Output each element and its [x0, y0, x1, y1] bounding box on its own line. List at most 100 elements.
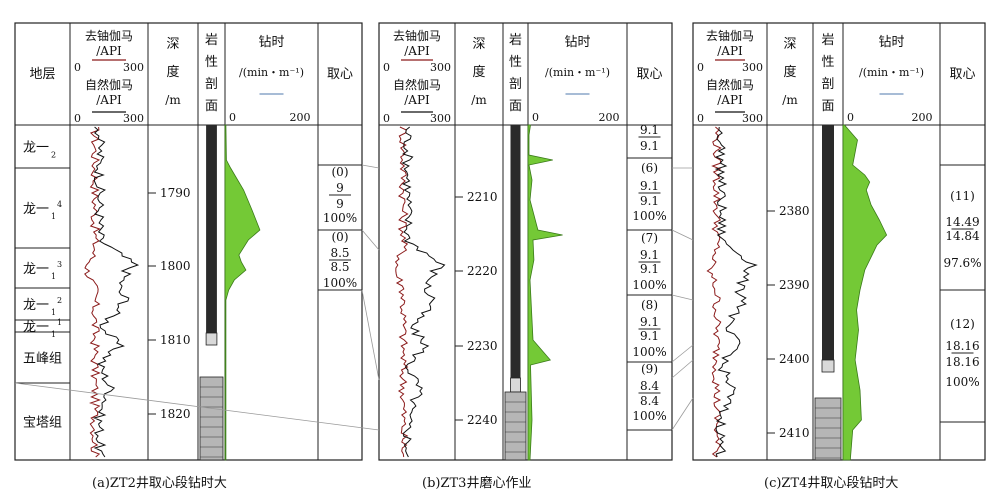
stratum-label: 宝塔组: [23, 416, 62, 431]
depth-header: 度: [472, 64, 485, 80]
core-interval-label: 14.49: [945, 215, 979, 229]
gamma-top-scale-max: 300: [742, 61, 763, 74]
gamma-top-scale-min: 0: [383, 61, 390, 74]
lithology-header: 面: [821, 99, 834, 114]
uranium-free-gamma-title: 去铀伽马: [393, 28, 441, 43]
stratum-correlation: [14, 382, 380, 431]
strata-header: 地层: [29, 67, 55, 82]
depth-tick-label: 2220: [467, 264, 498, 278]
lithology-header: 性: [509, 55, 522, 70]
depth-tick-label: 2210: [467, 190, 498, 204]
lithology-header: 性: [821, 55, 834, 70]
core-interval-label: 9.1: [640, 194, 659, 208]
natural-gamma-curve: [714, 126, 758, 458]
core-interval-label: 9.1: [640, 262, 659, 276]
uranium-free-gamma-unit: /API: [404, 44, 430, 58]
core-interval-label: (0): [332, 230, 349, 244]
stratum-label-sub: 1: [51, 330, 56, 339]
core-interval-label: 100%: [632, 278, 666, 292]
core-interval-label: 100%: [323, 276, 357, 290]
drill-scale-max: 200: [290, 111, 311, 124]
lithology-header: 面: [509, 99, 522, 114]
core-interval-label: 9.1: [640, 329, 659, 343]
natural-gamma-unit: /API: [96, 93, 122, 107]
core-interval-label: 8.5: [330, 260, 349, 274]
core-boundary-correlation: [671, 359, 694, 379]
core-interval-label: 9.1: [640, 248, 659, 262]
caption-zt4: (c)ZT4井取心段钻时大: [764, 476, 899, 491]
uranium-free-gamma-curve: [706, 126, 722, 458]
core-header: 取心: [327, 67, 353, 82]
core-boundary-correlation: [671, 229, 694, 241]
core-boundary-correlation: [671, 344, 694, 363]
lithology-limestone: [814, 397, 842, 461]
depth-header: 深: [166, 37, 179, 52]
core-interval-label: 9.1: [640, 139, 659, 153]
gamma-bottom-scale-min: 0: [74, 112, 81, 125]
core-interval-label: (7): [641, 231, 658, 245]
stratum-label: 龙一 4 1: [23, 200, 62, 221]
stratum-label: 龙一 2: [23, 141, 56, 160]
lithology-header: 岩: [821, 33, 834, 48]
core-interval-label: (6): [641, 161, 658, 175]
stratum-label-sub: 1: [51, 308, 56, 317]
core-interval-box: [626, 361, 673, 431]
lithology-header: 岩: [509, 33, 522, 48]
core-interval-box: [317, 229, 363, 291]
lithology-header: 剖: [821, 77, 834, 92]
depth-tick-label: 2410: [779, 426, 810, 440]
core-interval-label: 18.16: [945, 339, 979, 353]
depth-tick-label: 1810: [160, 333, 191, 347]
stratum-label-sub: 2: [51, 151, 56, 160]
natural-gamma-title: 自然伽马: [706, 77, 754, 92]
drill-scale-max: 200: [912, 111, 933, 124]
uranium-free-gamma-title: 去铀伽马: [706, 28, 754, 43]
gamma-top-scale-min: 0: [697, 61, 704, 74]
depth-tick-label: 2230: [467, 339, 498, 353]
lithology-header: 剖: [205, 77, 218, 92]
gamma-bottom-scale-min: 0: [383, 112, 390, 125]
stratum-label: 五峰组: [23, 352, 62, 367]
lithology-marl: [510, 377, 521, 393]
drill-time-header: 钻时: [564, 35, 590, 50]
depth-header: 度: [783, 64, 796, 80]
natural-gamma-curve: [401, 126, 446, 458]
core-interval-label: 100%: [632, 409, 666, 423]
drill-time-unit: /(min・m⁻¹): [859, 66, 924, 79]
core-interval-label: 97.6%: [943, 256, 981, 270]
depth-header: 深: [783, 37, 796, 52]
depth-tick-label: 1790: [160, 186, 191, 200]
stratum-label-sup: 4: [57, 200, 62, 209]
uranium-free-gamma-unit: /API: [717, 44, 743, 58]
drill-time-unit: /(min・m⁻¹): [239, 66, 304, 79]
stratum-label: 龙一 2 1: [23, 296, 62, 317]
gamma-bottom-scale-min: 0: [697, 112, 704, 125]
lithology-marl: [205, 332, 218, 346]
drill-time-area: [842, 124, 888, 461]
depth-tick-label: 1800: [160, 259, 191, 273]
drill-scale-min: 0: [532, 111, 539, 124]
core-interval-label: (11): [950, 189, 975, 203]
core-interval-label: 100%: [632, 209, 666, 223]
depth-tick-label: 1820: [160, 407, 191, 421]
drill-time-header: 钻时: [258, 35, 284, 50]
core-interval-label: 9.1: [640, 179, 659, 193]
uranium-free-gamma-title: 去铀伽马: [85, 28, 133, 43]
depth-tick-label: 2240: [467, 413, 498, 427]
drill-time-unit: /(min・m⁻¹): [545, 66, 610, 79]
core-boundary-correlation: [671, 294, 694, 301]
core-interval-label: (9): [641, 362, 658, 376]
core-boundary-correlation: [361, 289, 380, 381]
core-interval-box: [939, 289, 986, 423]
core-interval-label: 9: [336, 197, 344, 211]
gamma-top-scale-max: 300: [430, 61, 451, 74]
core-boundary-correlation: [361, 164, 380, 169]
depth-header: 深: [472, 37, 485, 52]
natural-gamma-unit: /API: [717, 93, 743, 107]
depth-tick-label: 2390: [779, 278, 810, 292]
natural-gamma-title: 自然伽马: [393, 77, 441, 92]
drill-scale-max: 200: [599, 111, 620, 124]
gamma-top-scale-min: 0: [74, 61, 81, 74]
core-interval-label: 14.84: [945, 229, 980, 243]
